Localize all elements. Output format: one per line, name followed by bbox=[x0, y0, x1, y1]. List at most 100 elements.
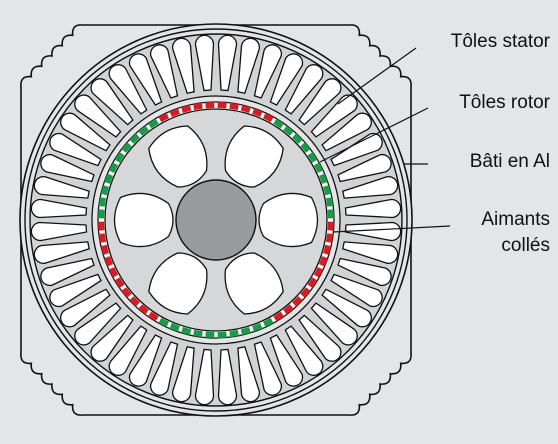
stator-slot bbox=[40, 153, 95, 183]
magnet-segment bbox=[323, 244, 332, 255]
stator-slot bbox=[298, 314, 342, 362]
magnet-segment bbox=[300, 287, 311, 298]
magnet-segment bbox=[292, 296, 303, 307]
magnet-segment bbox=[252, 108, 263, 118]
label-stator-sheets: Tôles stator bbox=[450, 31, 550, 52]
stator-slot bbox=[321, 112, 372, 152]
magnet-segment bbox=[193, 329, 203, 338]
stator-slot bbox=[128, 53, 163, 106]
magnet-segment bbox=[217, 331, 227, 338]
magnet-segment bbox=[121, 287, 132, 298]
stator-slot bbox=[217, 348, 238, 406]
magnet-segment bbox=[229, 329, 239, 338]
rotor-cavity bbox=[258, 192, 319, 248]
magnet-segment bbox=[205, 102, 215, 109]
magnet-segment bbox=[240, 327, 251, 336]
stator-slot bbox=[49, 273, 102, 308]
stator-slot bbox=[194, 348, 215, 406]
magnet-segment bbox=[318, 173, 328, 184]
magnet-segment bbox=[148, 311, 159, 322]
magnet-segment bbox=[273, 118, 284, 129]
magnet-segment bbox=[98, 233, 107, 243]
stator-slot bbox=[344, 198, 402, 219]
stator-slot bbox=[310, 94, 358, 138]
magnet-segment bbox=[307, 152, 318, 163]
magnet-segment bbox=[129, 133, 140, 144]
stator-slot bbox=[171, 346, 195, 403]
stator-slot bbox=[49, 132, 102, 167]
magnet-segment bbox=[114, 277, 125, 288]
stator-slot bbox=[90, 314, 134, 362]
label-frame: Bâti en Al bbox=[469, 151, 550, 172]
magnet-segment bbox=[104, 173, 114, 184]
leader-stator-sheets bbox=[337, 47, 417, 105]
leader-lines bbox=[319, 47, 451, 233]
magnet-segment bbox=[158, 317, 169, 328]
stator-slot bbox=[149, 44, 179, 99]
stator-slot bbox=[284, 325, 324, 376]
magnet-segment bbox=[108, 162, 119, 173]
magnet-segment bbox=[129, 296, 140, 307]
stator-slot bbox=[128, 334, 163, 387]
rotor-cavity bbox=[113, 192, 174, 248]
stator-slot bbox=[108, 325, 148, 376]
stator-slot bbox=[30, 221, 88, 242]
magnet-segment bbox=[138, 304, 149, 315]
stator-slot bbox=[342, 175, 399, 199]
stator-slot bbox=[74, 302, 122, 346]
rotor-lamination bbox=[104, 108, 328, 332]
magnet-segment bbox=[148, 118, 159, 129]
magnet-segment bbox=[98, 221, 105, 231]
magnet-segment bbox=[98, 197, 107, 207]
magnet-segment bbox=[217, 102, 227, 109]
magnet-segment bbox=[323, 185, 332, 196]
magnet-segment bbox=[193, 102, 203, 111]
stator-slot bbox=[90, 78, 134, 126]
magnet-segment bbox=[138, 125, 149, 136]
stator-slot bbox=[217, 34, 238, 92]
rotor-cavity bbox=[224, 252, 284, 315]
leader-rotor-sheets bbox=[319, 107, 429, 163]
stator-slot bbox=[321, 288, 372, 328]
magnet-segment bbox=[169, 322, 180, 332]
stator-slot bbox=[269, 334, 304, 387]
stator-slot bbox=[30, 198, 88, 219]
magnet-segment bbox=[283, 125, 294, 136]
stator-slot bbox=[344, 221, 402, 242]
magnet-segment bbox=[229, 102, 239, 111]
magnet-segment bbox=[181, 327, 192, 336]
stator-slot bbox=[74, 94, 122, 138]
rotor-cavity bbox=[224, 125, 284, 188]
stator-slot bbox=[33, 241, 90, 265]
magnet-segment bbox=[181, 104, 192, 113]
stator-slot bbox=[237, 37, 261, 94]
magnet-segment bbox=[252, 322, 263, 332]
magnet-segment bbox=[121, 142, 132, 153]
magnet-segment bbox=[108, 267, 119, 278]
label-rotor-sheets: Tôles rotor bbox=[459, 92, 550, 113]
stator-slot bbox=[298, 78, 342, 126]
magnet-segment bbox=[327, 209, 334, 219]
label-magnets-line2: collés bbox=[501, 235, 550, 256]
magnet-segment bbox=[273, 311, 284, 322]
magnet-segment bbox=[325, 233, 334, 243]
stator-slot bbox=[310, 302, 358, 346]
magnet-segment bbox=[169, 108, 180, 118]
magnet-segment bbox=[104, 256, 114, 267]
magnet-segment bbox=[100, 244, 109, 255]
rotor-cavity bbox=[148, 125, 208, 188]
stator-slot bbox=[337, 153, 392, 183]
magnet-segment bbox=[318, 256, 328, 267]
stator-slot bbox=[330, 132, 383, 167]
stator-slot bbox=[40, 257, 95, 287]
stator-slot bbox=[253, 44, 283, 99]
magnet-segment bbox=[313, 162, 324, 173]
stator-slot bbox=[253, 341, 283, 396]
magnet-segment bbox=[307, 277, 318, 288]
magnet-segment bbox=[100, 185, 109, 196]
stator-slot bbox=[108, 64, 148, 115]
magnet-segment bbox=[325, 197, 334, 207]
magnet-segment bbox=[300, 142, 311, 153]
